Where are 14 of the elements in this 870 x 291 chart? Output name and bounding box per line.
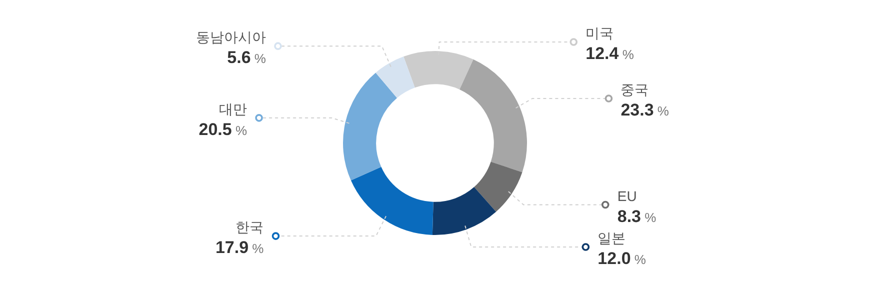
slice-label: 동남아시아 (196, 29, 266, 46)
data-label: 12.4 % (586, 44, 634, 63)
legend-label: 중국 (620, 81, 649, 98)
data-label: 5.6 % (227, 48, 266, 68)
data-label: 17.9 % (215, 238, 264, 258)
legend-label: 미국 (586, 25, 614, 41)
legend-label: EU (617, 188, 637, 204)
legend-label: 일본 (598, 230, 626, 246)
data-label: 20.5 % (198, 120, 248, 139)
data-label: 23.3 % (620, 100, 670, 120)
data-label: 12.0 % (598, 249, 646, 268)
data-label: 8.3 % (617, 206, 657, 226)
slice-label: 대만 (219, 100, 248, 117)
slice-label: 한국 (236, 219, 264, 236)
